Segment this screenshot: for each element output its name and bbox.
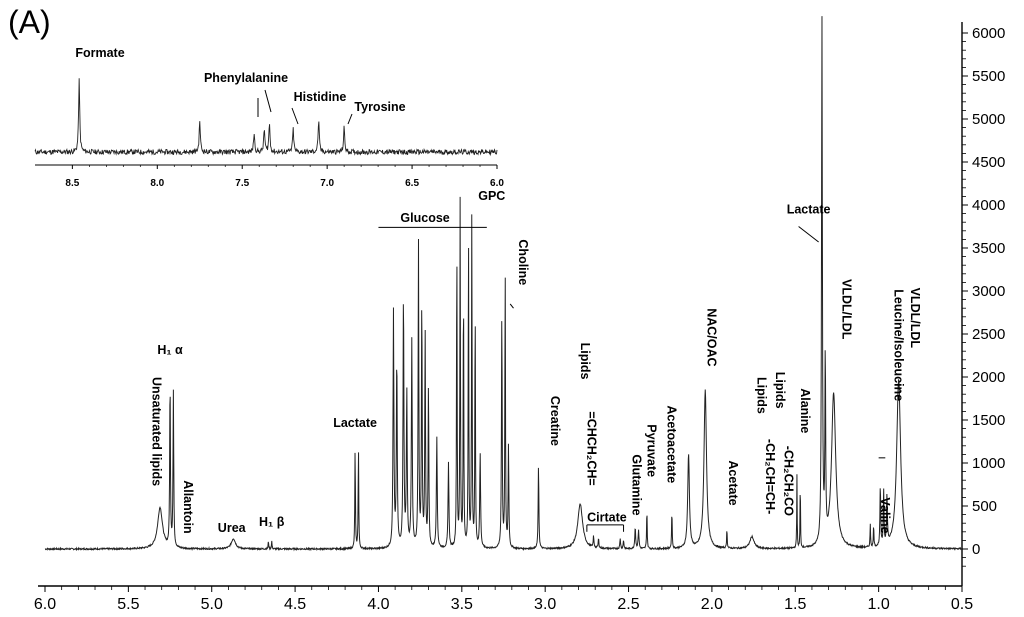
inset-peak-label: Phenylalanine [204,71,288,85]
peak-label: Leucine/Isoleucine [891,289,905,401]
peak-label: VLDL/LDL [840,279,854,340]
inset-pointer [264,89,272,113]
inset-peak-label: Histidine [294,90,347,104]
x-tick-label: 3.0 [534,596,556,613]
peak-label: Glutamine [630,454,644,515]
y-tick-label: 6000 [972,25,1005,42]
peak-label: Lipids [755,377,769,414]
lactate-pointer [798,226,819,243]
y-tick-label: 4500 [972,154,1005,171]
inset-x-tick-label: 8.0 [150,178,164,189]
choline-pointer [509,303,514,309]
y-tick-label: 5500 [972,68,1005,85]
peak-label: Unsaturated lipids [149,377,163,486]
inset-peak-annotations: Formate Phenylalanine Histidine Tyrosine [75,46,406,125]
x-tick-label: 5.0 [201,596,223,613]
peak-label: GPC [478,189,505,203]
inset-peak-label: Tyrosine [354,100,405,114]
peak-label: Choline [516,239,530,285]
peak-label: Cirtate [587,511,627,525]
y-tick-label: 3500 [972,240,1005,257]
x-tick-label: 4.0 [367,596,389,613]
peak-label: Allantoin [181,480,195,533]
peak-label: Glucose [400,211,449,225]
peak-label: H₁ α [157,343,183,357]
inset-x-axis-ticks: 8.5 8.0 7.5 7.0 6.5 6.0 [65,165,504,189]
inset-x-tick-label: 6.0 [490,178,504,189]
x-tick-label: 2.5 [617,596,639,613]
inset-x-tick-label: 7.0 [320,178,334,189]
x-tick-label: 4.5 [284,596,306,613]
x-tick-label: 1.0 [868,596,890,613]
y-tick-label: 500 [972,498,997,515]
y-tick-label: 0 [972,541,980,558]
peak-label: Alanine [798,388,812,433]
peak-label: -CH₂CH₂CO [781,446,795,516]
y-tick-label: 1500 [972,412,1005,429]
x-axis-ticks: 6.0 5.5 5.0 4.5 4.0 3.5 3.0 2.5 2.0 1.5 1.0 0.5 [34,586,973,613]
y-tick-label: 3000 [972,283,1005,300]
spectrum-series-line [44,16,963,552]
x-tick-label: 1.5 [784,596,806,613]
peak-label: =CHCH₂CH= [585,411,599,485]
inset-spectrum-line [34,78,498,157]
x-tick-label: 6.0 [34,596,56,613]
peak-label: Lipids [578,343,592,380]
peak-label: Acetate [726,460,740,505]
x-tick-label: 2.0 [701,596,723,613]
inset-x-tick-label: 8.5 [65,178,79,189]
peak-label: NAC/OAC [705,308,719,366]
y-tick-label: 5000 [972,111,1005,128]
inset-x-tick-label: 7.5 [235,178,249,189]
inset-x-tick-label: 6.5 [405,178,419,189]
aromatic-inset-plot: 8.5 8.0 7.5 7.0 6.5 6.0 Formate Phenylalanine H… [34,46,504,189]
inset-pointer [291,107,299,125]
x-tick-label: 0.5 [951,596,973,613]
main-plot: 6.0 5.5 5.0 4.5 4.0 3.5 3.0 2.5 2.0 1.5 1.0 0.5 600… [34,16,1005,613]
y-tick-label: 1000 [972,455,1005,472]
peak-annotations: H₁ α Unsaturated lipids Allantoin Urea H₁ β L… [149,189,922,535]
peak-label: Lactate [787,203,831,217]
peak-label: Creatine [548,396,562,446]
peak-label: Urea [218,521,247,535]
inset-peak-label: Formate [75,46,124,60]
panel-label: (A) [8,4,51,40]
x-tick-label: 5.5 [117,596,139,613]
y-tick-label: 2000 [972,369,1005,386]
y-tick-label: 2500 [972,326,1005,343]
inset-pointer [347,113,353,125]
y-tick-label: 4000 [972,197,1005,214]
annotation-guides [378,226,886,532]
peak-label: VLDL/LDL [908,288,922,349]
peak-label: H₁ β [259,515,285,529]
peak-label: Lactate [333,416,377,430]
peak-label: Pyruvate [645,424,659,477]
peak-label: Acetoacetate [665,405,679,483]
peak-label: Valine [878,497,892,533]
y-axis-ticks: 6000550050004500400035003000250020001500… [962,25,1005,567]
x-tick-label: 3.5 [451,596,473,613]
peak-label: Lipids [773,372,787,409]
peak-label: -CH₂CH=CH- [763,439,777,514]
